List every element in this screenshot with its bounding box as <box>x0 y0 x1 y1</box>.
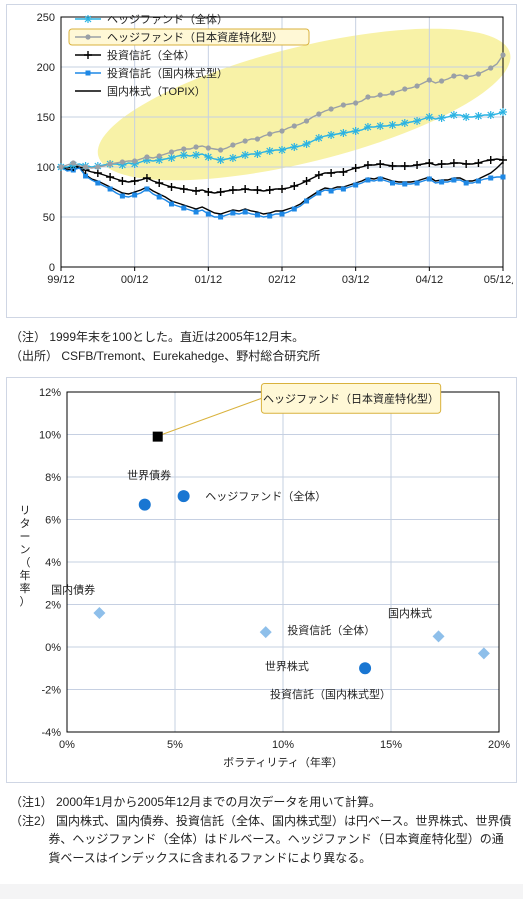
svg-text:0%: 0% <box>45 642 61 654</box>
svg-text:00/12: 00/12 <box>121 274 149 286</box>
svg-text:ヘッジファンド（全体）: ヘッジファンド（全体） <box>107 12 228 26</box>
svg-text:投資信託（国内株式型）: 投資信託（国内株式型） <box>270 687 391 701</box>
svg-text:12%: 12% <box>39 387 61 399</box>
svg-text:ボラティリティ（年率）: ボラティリティ（年率） <box>223 755 343 769</box>
svg-text:ヘッジファンド（日本資産特化型）: ヘッジファンド（日本資産特化型） <box>107 30 283 44</box>
svg-text:-2%: -2% <box>41 685 61 697</box>
svg-text:国内株式（TOPIX）: 国内株式（TOPIX） <box>107 84 206 98</box>
svg-text:03/12: 03/12 <box>342 274 370 286</box>
chart1-note: （注） 1999年末を100とした。直近は2005年12月末。 <box>10 328 513 347</box>
svg-text:20%: 20% <box>488 739 510 751</box>
chart2-footnotes: （注1） 2000年1月から2005年12月までの月次データを用いて計算。 （注… <box>10 793 513 867</box>
svg-text:国内債券: 国内債券 <box>51 583 95 597</box>
svg-text:）: ） <box>20 595 31 608</box>
svg-text:100: 100 <box>37 162 55 174</box>
top-chart-panel: 0 50 100 150 200 250 99/12 00/12 01/12 02/12 03/12… <box>6 4 517 318</box>
svg-text:8%: 8% <box>45 472 61 484</box>
svg-text:10%: 10% <box>39 430 61 442</box>
svg-text:ー: ー <box>20 531 31 543</box>
svg-text:5%: 5% <box>167 739 183 751</box>
svg-text:2%: 2% <box>45 600 61 612</box>
svg-text:01/12: 01/12 <box>195 274 223 286</box>
performance-line-chart: 0 50 100 150 200 250 99/12 00/12 01/12 02/12 03/12… <box>7 5 513 317</box>
chart2-note1: （注1） 2000年1月から2005年12月までの月次データを用いて計算。 <box>10 793 513 812</box>
svg-text:10%: 10% <box>272 739 294 751</box>
svg-text:国内株式: 国内株式 <box>388 606 432 620</box>
svg-text:04/12: 04/12 <box>416 274 444 286</box>
svg-text:（: （ <box>20 556 31 569</box>
chart1-source: （出所） CSFB/Tremont、Eurekahedge、野村総合研究所 <box>10 347 513 366</box>
svg-text:ヘッジファンド（全体）: ヘッジファンド（全体） <box>205 489 326 503</box>
svg-text:50: 50 <box>43 212 55 224</box>
chart2-note2: （注2） 国内株式、国内債券、投資信託（全体、国内株式型）は円ベース。世界株式、… <box>10 812 513 868</box>
svg-text:150: 150 <box>37 112 55 124</box>
svg-text:ヘッジファンド（日本資産特化型）: ヘッジファンド（日本資産特化型） <box>263 392 439 406</box>
svg-text:年: 年 <box>20 568 31 582</box>
svg-text:投資信託（国内株式型）: 投資信託（国内株式型） <box>107 66 228 80</box>
svg-text:02/12: 02/12 <box>268 274 296 286</box>
svg-text:タ: タ <box>20 517 31 530</box>
svg-text:投資信託（全体）: 投資信託（全体） <box>107 48 195 62</box>
svg-text:0%: 0% <box>59 739 75 751</box>
svg-text:世界株式: 世界株式 <box>265 659 309 673</box>
svg-text:-4%: -4% <box>41 727 61 739</box>
risk-return-scatter: -4% -2% 0% 2% 4% 6% 8% 10% 12% 0% 5% 10% 15% 20% ボラティリ… <box>7 378 513 782</box>
svg-text:世界債券: 世界債券 <box>127 468 171 482</box>
svg-text:200: 200 <box>37 62 55 74</box>
svg-text:05/12月: 05/12月 <box>484 274 513 286</box>
svg-text:0: 0 <box>49 262 55 274</box>
svg-text:6%: 6% <box>45 515 61 527</box>
svg-text:リ: リ <box>20 505 31 517</box>
chart1-footnote: （注） 1999年末を100とした。直近は2005年12月末。 （出所） CSF… <box>10 328 513 365</box>
bottom-chart-panel: -4% -2% 0% 2% 4% 6% 8% 10% 12% 0% 5% 10% 15% 20% ボラティリ… <box>6 377 517 783</box>
svg-text:15%: 15% <box>380 739 402 751</box>
svg-text:4%: 4% <box>45 557 61 569</box>
svg-text:ン: ン <box>20 544 31 556</box>
svg-text:99/12: 99/12 <box>47 274 75 286</box>
svg-text:率: 率 <box>20 581 31 595</box>
svg-text:投資信託（全体）: 投資信託（全体） <box>287 623 375 637</box>
svg-text:250: 250 <box>37 12 55 24</box>
